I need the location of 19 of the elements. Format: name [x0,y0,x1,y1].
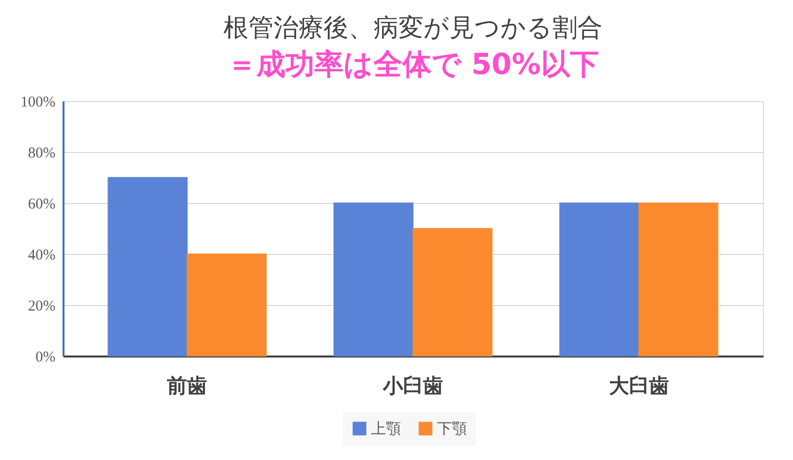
bar [333,202,414,356]
x-tick-label: 前歯 [166,374,208,398]
bar [638,202,718,356]
y-tick-label: 80% [28,146,56,162]
legend-label: 下顎 [437,420,467,438]
y-tick-label: 40% [28,248,56,264]
y-tick-label: 20% [28,298,56,314]
y-tick-label: 0% [36,350,56,366]
x-tick-label: 小臼歯 [382,374,443,398]
y-tick-label: 60% [28,196,56,212]
bar [108,177,188,356]
chart-subtitle: ＝成功率は全体で 50%以下 [227,47,599,81]
x-tick-label: 大臼歯 [608,374,669,398]
bar [559,202,640,356]
bar [412,228,493,356]
chart-title: 根管治療後、病変が見つかる割合 [224,13,602,42]
bar [186,254,267,356]
legend-label: 上顎 [371,420,401,438]
y-tick-label: 100% [20,94,56,110]
